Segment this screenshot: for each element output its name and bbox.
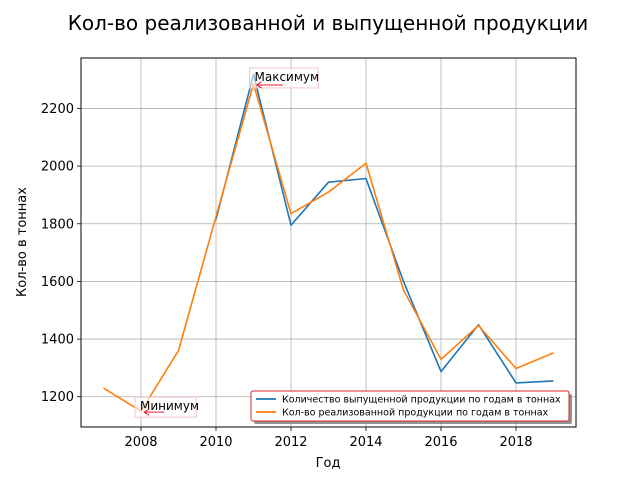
- annotation-arrowhead: [143, 408, 150, 416]
- x-tick-label: 2014: [349, 435, 382, 450]
- y-axis-label: Кол-во в тоннах: [15, 187, 30, 297]
- series-2-point: [440, 358, 442, 360]
- chart-title: Кол-во реализованной и выпущенной продук…: [68, 11, 589, 35]
- series-2-point: [515, 367, 517, 369]
- series-1-point: [440, 370, 442, 372]
- series-2-point: [552, 352, 554, 354]
- x-axis: 2008 2010 2012 2014 2016 2018: [124, 427, 533, 450]
- series-2-point: [477, 324, 479, 326]
- x-tick-label: 2018: [499, 435, 532, 450]
- annotation-box: [249, 67, 319, 89]
- series-1-point: [290, 224, 292, 226]
- legend-box: [250, 390, 570, 422]
- series-2-point: [177, 349, 179, 351]
- y-tick-label: 1600: [41, 275, 74, 290]
- y-tick-label: 1800: [41, 217, 74, 232]
- legend: Количество выпущенной продукции по годам…: [250, 390, 572, 424]
- x-tick-label: 2010: [199, 435, 232, 450]
- legend-label-1: Количество выпущенной продукции по годам…: [282, 395, 561, 406]
- y-axis: 1200 1400 1600 1800 2000 2200: [41, 102, 81, 405]
- series-1-point: [552, 380, 554, 382]
- series-2-point: [290, 212, 292, 214]
- series-2-point: [365, 162, 367, 164]
- annotation-text: Минимум: [140, 399, 199, 413]
- series-2-point: [402, 289, 404, 291]
- annotation: Минимум: [134, 396, 199, 418]
- legend-label-2: Кол-во реализованной продукции по годам …: [282, 408, 549, 419]
- series-1-point: [365, 177, 367, 179]
- annotation-text: Максимум: [255, 70, 320, 84]
- series-2-point: [102, 387, 104, 389]
- series-1-point: [327, 181, 329, 183]
- x-axis-label: Год: [316, 456, 341, 471]
- plot-frame: [80, 57, 577, 428]
- x-tick-label: 2016: [424, 435, 457, 450]
- series-1-point: [402, 280, 404, 282]
- annotations: Максимум Минимум: [134, 67, 320, 418]
- series-line-2: [103, 83, 554, 412]
- series-layer: [102, 73, 554, 412]
- y-tick-label: 1200: [41, 390, 74, 405]
- x-tick-label: 2012: [274, 435, 307, 450]
- series-1-point: [515, 382, 517, 384]
- y-tick-label: 2200: [41, 102, 74, 117]
- series-2-point: [215, 215, 217, 217]
- y-tick-label: 2000: [41, 160, 74, 175]
- x-tick-label: 2008: [124, 435, 157, 450]
- annotation-arrowhead: [256, 81, 262, 89]
- annotation: Максимум: [249, 67, 320, 89]
- y-tick-label: 1400: [41, 333, 74, 348]
- grid: [81, 58, 576, 427]
- series-2-point: [327, 191, 329, 193]
